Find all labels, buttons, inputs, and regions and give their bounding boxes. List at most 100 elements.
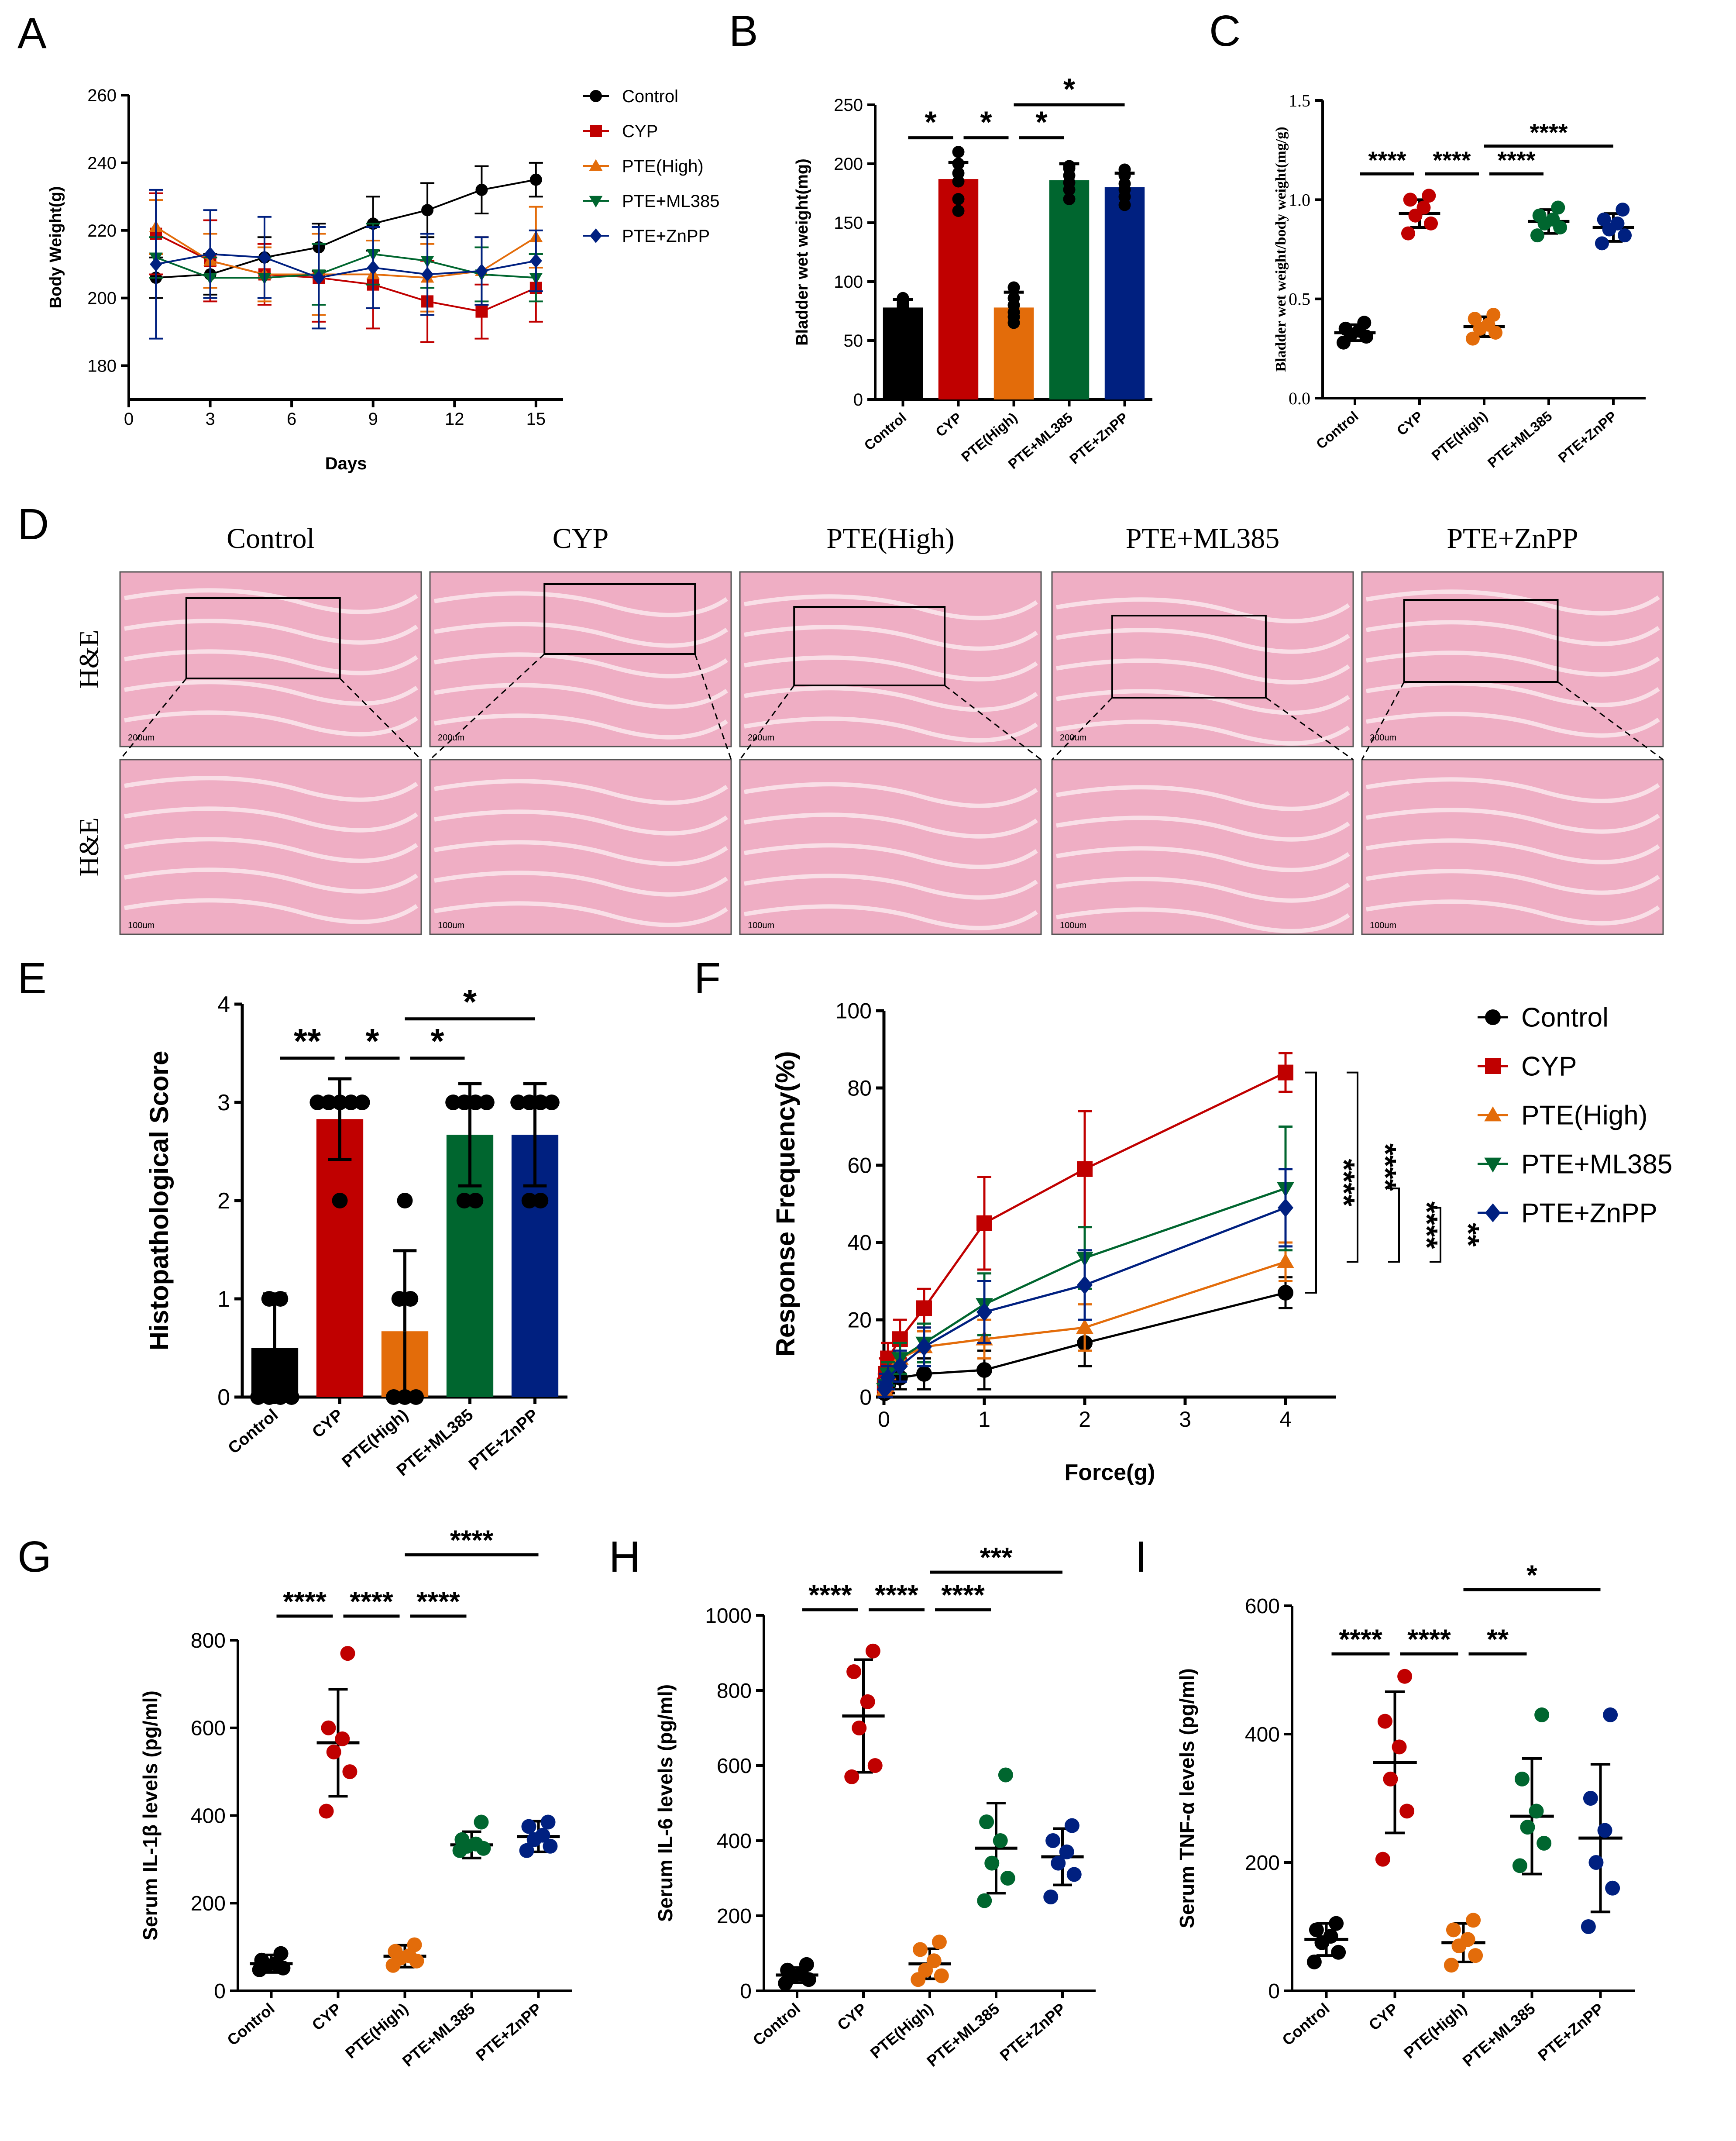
data-point — [475, 305, 488, 318]
zoom-connector — [119, 678, 187, 760]
significance-label: **** — [1327, 1159, 1361, 1207]
tissue-lumen — [1366, 651, 1660, 677]
zoom-connector — [1361, 682, 1405, 760]
data-point — [1422, 189, 1436, 203]
x-category-label: PTE+ML385 — [399, 2000, 478, 2070]
legend-label: Control — [1521, 1003, 1609, 1033]
tissue-lumen — [744, 625, 1038, 651]
significance-label: **** — [1530, 119, 1568, 146]
tissue-lumen — [434, 871, 728, 897]
y-tick-label: 800 — [717, 1680, 752, 1703]
bar — [883, 307, 923, 399]
zoom-connector — [694, 654, 732, 760]
tissue-lumen — [434, 713, 728, 740]
y-tick-label: 200 — [191, 1892, 226, 1915]
data-point — [391, 1291, 407, 1307]
data-point — [321, 1720, 336, 1735]
data-point — [916, 1300, 932, 1316]
data-point — [478, 1095, 495, 1110]
significance-label: * — [430, 1022, 444, 1060]
tissue-lumen — [124, 619, 418, 645]
legend-marker — [1485, 1058, 1501, 1074]
y-tick-label: 50 — [844, 331, 863, 351]
histology-row-label: H&E — [73, 630, 104, 688]
data-point — [261, 1389, 277, 1405]
significance-bracket — [1347, 1071, 1358, 1263]
legend-marker — [590, 90, 602, 102]
data-point — [320, 1095, 337, 1110]
tissue-lumen — [1366, 777, 1660, 803]
data-point — [445, 1095, 461, 1110]
data-point — [1077, 1275, 1093, 1294]
significance-label: * — [980, 105, 992, 139]
tissue-lumen — [434, 809, 728, 836]
data-point — [1465, 331, 1480, 346]
data-point — [1392, 1739, 1407, 1755]
y-axis-label: Histopathological Score — [144, 1051, 174, 1351]
x-tick-label: 2 — [1079, 1407, 1091, 1432]
significance-label: **** — [1368, 146, 1406, 174]
data-point — [1581, 1919, 1596, 1934]
significance-label: * — [463, 982, 477, 1021]
x-tick-label: 15 — [526, 410, 546, 429]
y-tick-label: 1 — [217, 1287, 230, 1312]
data-point — [918, 1962, 933, 1978]
tissue-lumen — [1366, 838, 1660, 864]
data-point — [340, 1646, 355, 1661]
data-point — [1338, 321, 1353, 336]
zoom-region-box — [543, 583, 696, 655]
data-point — [397, 1389, 413, 1405]
tissue-lumen — [124, 649, 418, 675]
tissue-lumen — [124, 776, 418, 802]
significance-label: **** — [875, 1579, 918, 1611]
y-tick-label: 0 — [853, 390, 863, 410]
data-point — [521, 1095, 537, 1110]
data-point — [354, 1095, 370, 1110]
data-point — [272, 1389, 289, 1405]
tissue-lumen — [1056, 907, 1350, 933]
x-category-label: PTE+ZnPP — [1534, 2000, 1607, 2065]
legend-label: PTE(High) — [622, 157, 704, 176]
data-point — [1064, 1818, 1079, 1833]
data-point — [1546, 212, 1560, 227]
y-tick-label: 400 — [191, 1804, 226, 1828]
scale-bar-label: 100um — [128, 921, 155, 930]
y-tick-label: 3 — [217, 1090, 230, 1115]
data-point — [543, 1838, 558, 1854]
panel-g-il1b-chart: 0 200 400 600 800 Control CYPPTE(High)PTE+ML38… — [139, 1524, 572, 2070]
y-tick-label: 400 — [717, 1830, 752, 1853]
zoom-connector — [429, 653, 545, 761]
tissue-lumen — [744, 655, 1038, 682]
data-point — [343, 1095, 359, 1110]
data-point — [1537, 1835, 1552, 1851]
tissue-lumen — [744, 716, 1038, 743]
data-point — [892, 1356, 908, 1376]
y-tick-label: 200 — [1245, 1852, 1280, 1875]
tissue-lumen — [1366, 681, 1660, 707]
data-point — [519, 1843, 534, 1858]
x-tick-label: 4 — [1279, 1407, 1292, 1432]
series-line — [156, 179, 536, 279]
y-tick-label: 100 — [834, 272, 863, 292]
tissue-lumen — [1366, 899, 1660, 926]
data-point — [952, 146, 965, 158]
tissue-lumen — [744, 904, 1038, 930]
tissue-lumen — [434, 683, 728, 709]
x-tick-label: 9 — [368, 410, 378, 429]
zoom-connector — [1051, 697, 1113, 761]
y-tick-label: 800 — [191, 1629, 226, 1652]
histology-image-high-mag — [119, 759, 422, 935]
tissue-lumen — [1056, 877, 1350, 903]
scale-bar-label: 200um — [748, 733, 774, 743]
data-point — [952, 205, 965, 217]
data-point — [332, 1095, 348, 1110]
data-point — [1551, 200, 1565, 215]
data-point — [880, 1368, 896, 1387]
data-point — [1007, 292, 1020, 304]
panel-d-histology-images: Control 200um 100um CYP 200um 100um PTE(High) 2… — [73, 523, 1664, 935]
data-point — [1278, 1285, 1293, 1301]
data-point — [952, 193, 965, 205]
data-point — [780, 1962, 795, 1978]
data-point — [852, 1721, 867, 1735]
